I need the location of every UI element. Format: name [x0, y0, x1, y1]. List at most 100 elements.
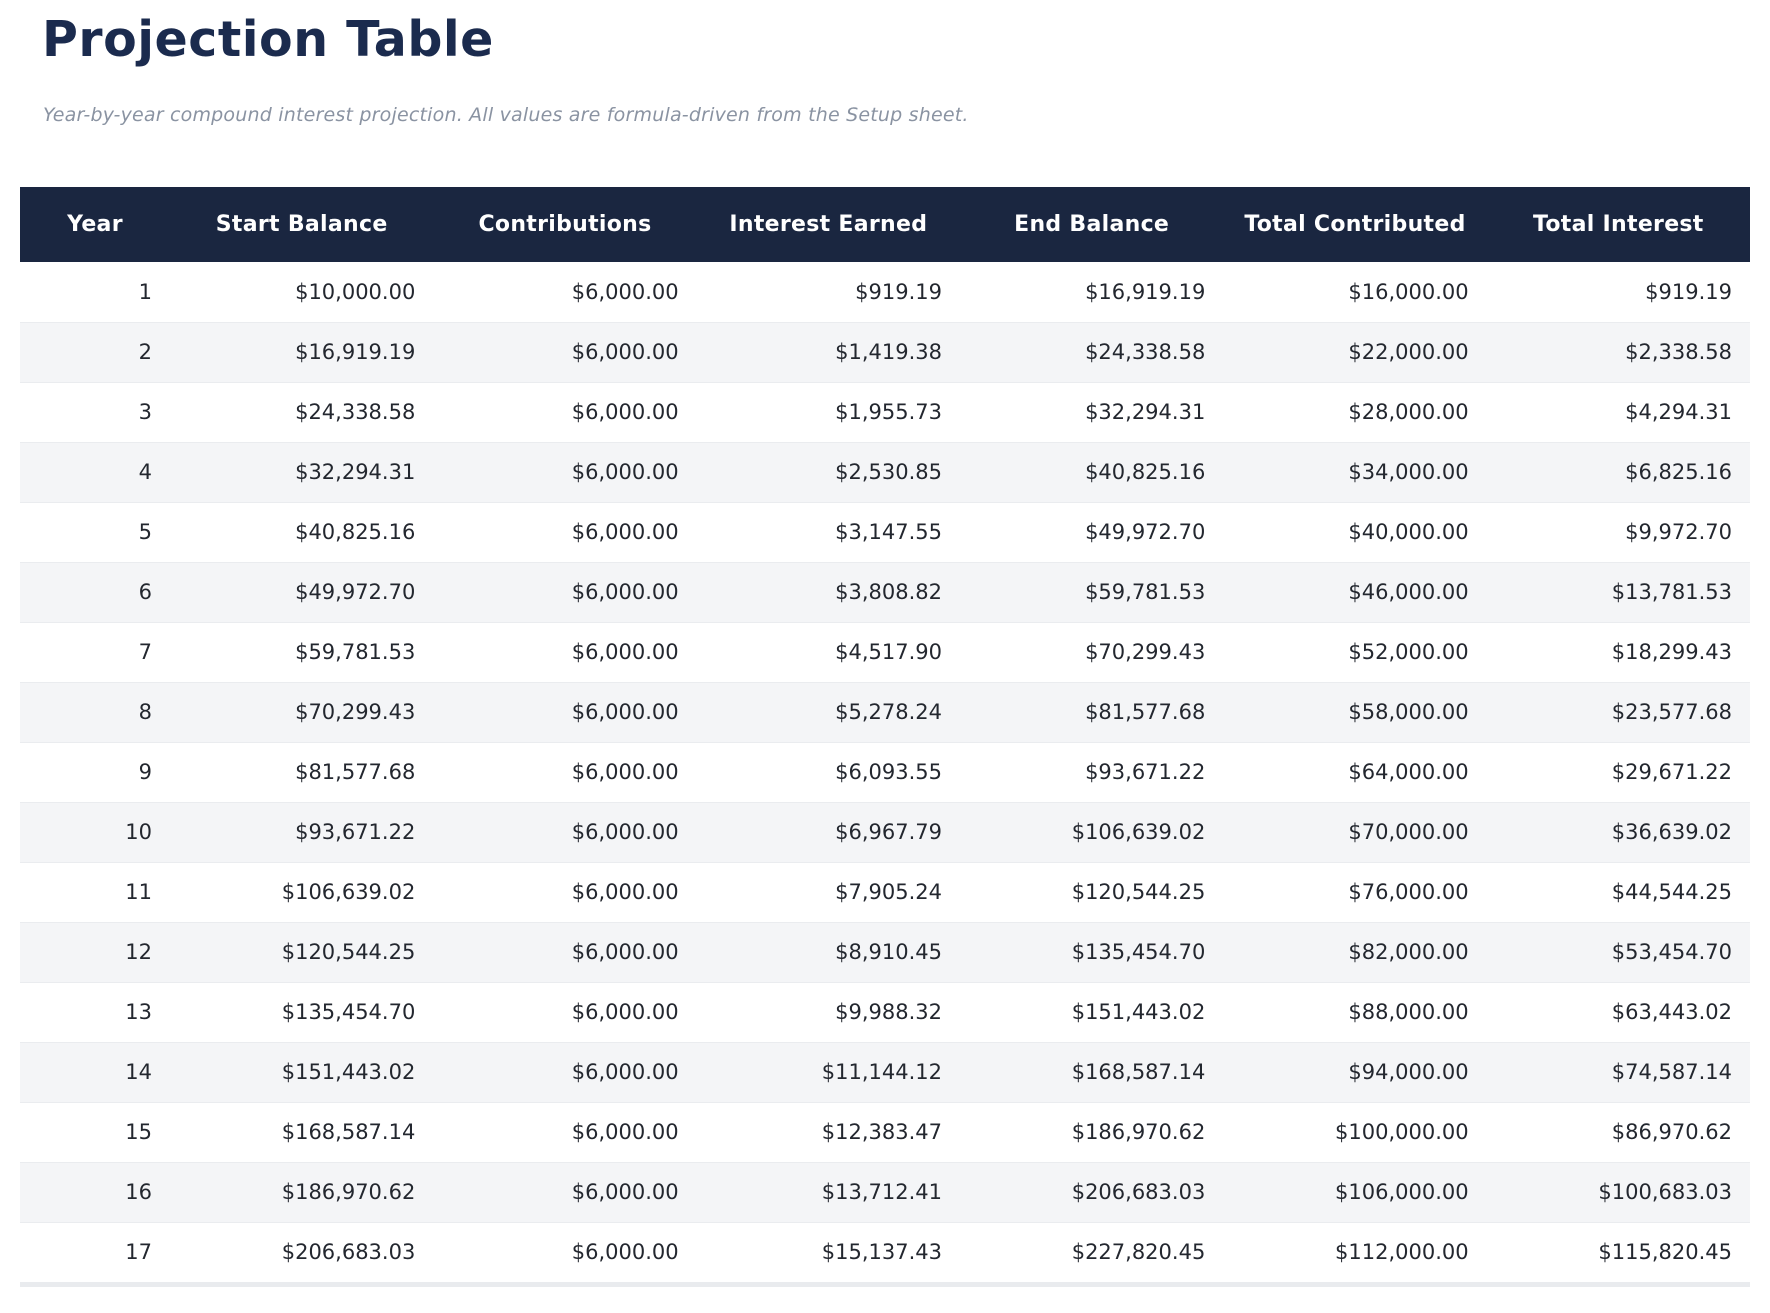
table-cell: $112,000.00: [1335, 1240, 1469, 1265]
page-title: Projection Table: [42, 11, 494, 68]
table-cell: $6,000.00: [571, 940, 679, 965]
table-cell: $6,000.00: [571, 1240, 679, 1265]
table-cell: $13,781.53: [1611, 580, 1732, 605]
table-cell: $32,294.31: [1085, 400, 1206, 425]
table-cell: $206,683.03: [1071, 1180, 1206, 1205]
table-cell: 1: [138, 279, 152, 304]
table-cell: $135,454.70: [1071, 940, 1206, 965]
table-cell: $151,443.02: [1071, 1000, 1206, 1025]
table-cell: $186,970.62: [1071, 1120, 1206, 1145]
table-row: 7 $59,781.53 $6,000.00 $4,517.90 $70,299.43 $…: [20, 622, 1750, 683]
table-row: 11 $106,639.02 $6,000.00 $7,905.24 $120,544.…: [20, 862, 1750, 923]
table-cell: $6,093.55: [835, 760, 942, 785]
table-row: 15 $168,587.14 $6,000.00 $12,383.47 $186,970…: [20, 1102, 1750, 1163]
table-cell: $24,338.58: [1085, 340, 1206, 365]
table-cell: $106,000.00: [1335, 1180, 1469, 1205]
table-cell: 5: [138, 520, 152, 545]
table-row: 1 $10,000.00 $6,000.00 $919.19 $16,919.19 $16…: [20, 262, 1750, 323]
table-cell: $6,000.00: [571, 760, 679, 785]
table-cell: 7: [138, 640, 152, 665]
page-subtitle: Year-by-year compound interest projectio…: [43, 104, 969, 127]
table-cell: $4,294.31: [1625, 400, 1732, 425]
table-body: 1 $10,000.00 $6,000.00 $919.19 $16,919.19 $16…: [20, 262, 1750, 1283]
table-cell: $6,000.00: [571, 1060, 679, 1085]
table-cell: $40,825.16: [295, 520, 416, 545]
table-cell: 8: [138, 700, 152, 725]
projection-table: Year Start Balance Contributions Interest E…: [20, 187, 1750, 1283]
table-cell: $74,587.14: [1611, 1060, 1732, 1085]
table-cell: $151,443.02: [281, 1060, 416, 1085]
table-cell: $2,338.58: [1625, 340, 1732, 365]
table-cell: $100,683.03: [1598, 1180, 1732, 1205]
table-cell: $59,781.53: [295, 640, 416, 665]
table-cell: $81,577.68: [1085, 700, 1206, 725]
table-cell: $168,587.14: [281, 1120, 416, 1145]
table-cell: $49,972.70: [295, 580, 416, 605]
table-cell: $106,639.02: [281, 880, 416, 905]
table-cell: $40,825.16: [1085, 460, 1206, 485]
table-header-row: Year Start Balance Contributions Interest E…: [20, 187, 1750, 263]
table-cell: $32,294.31: [295, 460, 416, 485]
table-cell: $40,000.00: [1348, 520, 1469, 545]
table-cell: $24,338.58: [295, 400, 416, 425]
table-cell: $16,000.00: [1348, 279, 1469, 304]
table-cell: $3,808.82: [835, 580, 942, 605]
table-row: 14 $151,443.02 $6,000.00 $11,144.12 $168,587…: [20, 1042, 1750, 1103]
table-cell: $206,683.03: [281, 1240, 416, 1265]
table-cell: $93,671.22: [295, 820, 416, 845]
table-cell: $227,820.45: [1071, 1240, 1206, 1265]
table-cell: $6,000.00: [571, 1000, 679, 1025]
table-cell: 3: [138, 400, 152, 425]
table-cell: $186,970.62: [281, 1180, 416, 1205]
table-cell: $6,967.79: [835, 820, 942, 845]
table-row: 6 $49,972.70 $6,000.00 $3,808.82 $59,781.53 $…: [20, 562, 1750, 623]
table-cell: $16,919.19: [1085, 279, 1206, 304]
table-cell: $5,278.24: [835, 700, 942, 725]
table-row: 9 $81,577.68 $6,000.00 $6,093.55 $93,671.22 $…: [20, 742, 1750, 803]
table-cell: $6,000.00: [571, 1120, 679, 1145]
table-row: 5 $40,825.16 $6,000.00 $3,147.55 $49,972.70 $…: [20, 502, 1750, 563]
column-header-year: Year: [20, 187, 170, 263]
table-cell: $1,955.73: [835, 400, 942, 425]
table-cell: $9,988.32: [835, 1000, 942, 1025]
column-header-total-contributed: Total Contributed: [1223, 187, 1487, 263]
table-cell: $93,671.22: [1085, 760, 1206, 785]
table-cell: 12: [125, 940, 152, 965]
table-cell: $100,000.00: [1335, 1120, 1469, 1145]
table-cell: $6,000.00: [571, 520, 679, 545]
table-cell: $94,000.00: [1348, 1060, 1469, 1085]
table-cell: $6,000.00: [571, 880, 679, 905]
table-cell: $6,000.00: [571, 340, 679, 365]
table-cell: $82,000.00: [1348, 940, 1469, 965]
table-cell: $34,000.00: [1348, 460, 1469, 485]
table-cell: 9: [138, 760, 152, 785]
table-cell: $52,000.00: [1348, 640, 1469, 665]
table-cell: $6,000.00: [571, 700, 679, 725]
table-cell: $58,000.00: [1348, 700, 1469, 725]
table-cell: $6,825.16: [1625, 460, 1732, 485]
table-row: 12 $120,544.25 $6,000.00 $8,910.45 $135,454.…: [20, 922, 1750, 983]
table-cell: $23,577.68: [1611, 700, 1732, 725]
table-cell: $919.19: [855, 279, 942, 304]
table-cell: $120,544.25: [1071, 880, 1206, 905]
table-row: 17 $206,683.03 $6,000.00 $15,137.43 $227,820…: [20, 1222, 1750, 1283]
table-row: 8 $70,299.43 $6,000.00 $5,278.24 $81,577.68 $…: [20, 682, 1750, 743]
table-row: 4 $32,294.31 $6,000.00 $2,530.85 $40,825.16 $…: [20, 442, 1750, 503]
table-cell: $12,383.47: [821, 1120, 942, 1145]
table-cell: 11: [125, 880, 152, 905]
table-row: 3 $24,338.58 $6,000.00 $1,955.73 $32,294.31 $…: [20, 382, 1750, 443]
table-cell: $135,454.70: [281, 1000, 416, 1025]
table-cell: $63,443.02: [1611, 1000, 1732, 1025]
table-cell: $70,299.43: [1085, 640, 1206, 665]
table-cell: 15: [125, 1120, 152, 1145]
table-cell: $70,000.00: [1348, 820, 1469, 845]
table-cell: $168,587.14: [1071, 1060, 1206, 1085]
table-cell: $3,147.55: [835, 520, 942, 545]
column-header-interest-earned: Interest Earned: [696, 187, 960, 263]
table-cell: 13: [125, 1000, 152, 1025]
table-row: 13 $135,454.70 $6,000.00 $9,988.32 $151,443.…: [20, 982, 1750, 1043]
table-cell: $15,137.43: [821, 1240, 942, 1265]
table-cell: $18,299.43: [1611, 640, 1732, 665]
table-row: 16 $186,970.62 $6,000.00 $13,712.41 $206,683…: [20, 1162, 1750, 1223]
table-cell: $86,970.62: [1611, 1120, 1732, 1145]
